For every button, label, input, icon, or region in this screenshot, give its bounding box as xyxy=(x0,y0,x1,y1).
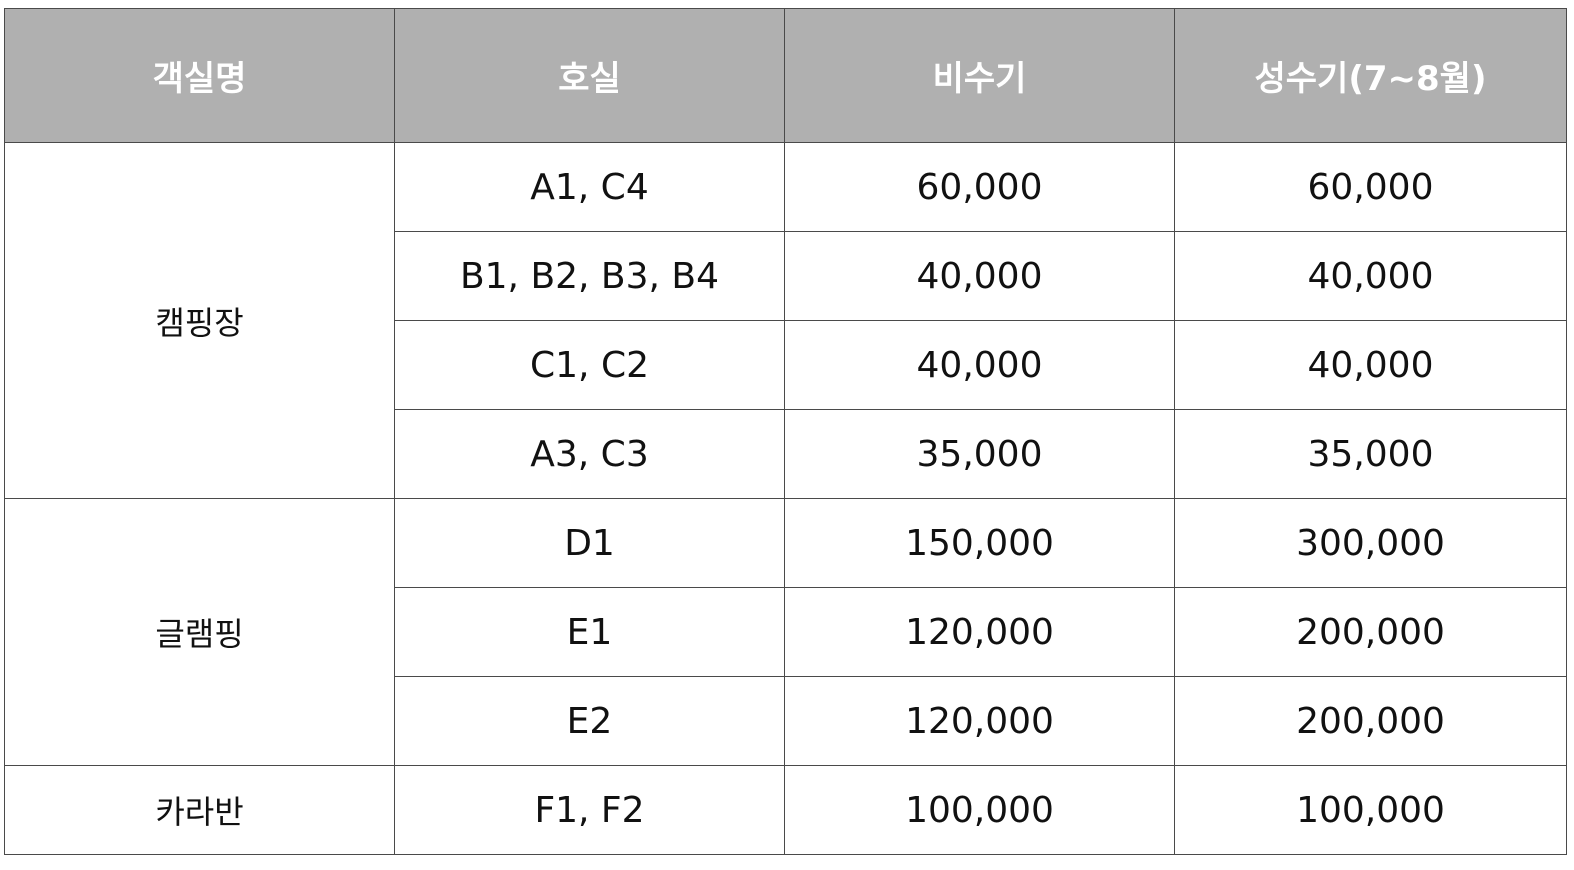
room-cell: C1, C2 xyxy=(394,320,785,410)
peak-season-price: 200,000 xyxy=(1174,587,1567,677)
off-season-price: 40,000 xyxy=(784,320,1175,410)
group-name-glamping: 글램핑 xyxy=(4,498,395,766)
header-room-number: 호실 xyxy=(394,8,785,143)
header-off-season: 비수기 xyxy=(784,8,1175,143)
table-row: 카라반 F1, F2 100,000 100,000 xyxy=(4,765,1567,855)
table-row: E1 120,000 200,000 xyxy=(5,587,1567,677)
table-body: 캠핑장 A1, C4 60,000 60,000 B1, B2, B3, B4 … xyxy=(4,142,1567,855)
table-row: E2 120,000 200,000 xyxy=(5,676,1567,766)
peak-season-price: 100,000 xyxy=(1174,765,1567,855)
table-row: 글램핑 D1 150,000 300,000 xyxy=(4,498,1567,766)
header-row: 객실명 호실 비수기 성수기(7~8월) xyxy=(4,8,1567,143)
room-cell: B1, B2, B3, B4 xyxy=(394,231,785,321)
off-season-price: 120,000 xyxy=(784,587,1175,677)
table-header: 객실명 호실 비수기 성수기(7~8월) xyxy=(4,8,1567,143)
off-season-price: 100,000 xyxy=(784,765,1175,855)
peak-season-price: 40,000 xyxy=(1174,320,1567,410)
peak-season-price: 60,000 xyxy=(1174,142,1567,232)
room-cell: A1, C4 xyxy=(394,142,785,232)
room-cell: F1, F2 xyxy=(394,765,785,855)
table-row: A3, C3 35,000 35,000 xyxy=(5,409,1567,499)
header-room-name: 객실명 xyxy=(4,8,395,143)
rate-table: 객실명 호실 비수기 성수기(7~8월) 캠핑장 A1, C4 60,000 6… xyxy=(4,8,1567,855)
header-peak-season: 성수기(7~8월) xyxy=(1174,8,1567,143)
off-season-price: 40,000 xyxy=(784,231,1175,321)
room-cell: D1 xyxy=(394,498,785,588)
group-name-camping: 캠핑장 xyxy=(4,142,395,499)
peak-season-price: 35,000 xyxy=(1174,409,1567,499)
room-cell: E1 xyxy=(394,587,785,677)
rate-table-container: 객실명 호실 비수기 성수기(7~8월) 캠핑장 A1, C4 60,000 6… xyxy=(4,8,1567,855)
table-row: B1, B2, B3, B4 40,000 40,000 xyxy=(5,231,1567,321)
room-cell: E2 xyxy=(394,676,785,766)
off-season-price: 60,000 xyxy=(784,142,1175,232)
off-season-price: 150,000 xyxy=(784,498,1175,588)
off-season-price: 120,000 xyxy=(784,676,1175,766)
peak-season-price: 200,000 xyxy=(1174,676,1567,766)
room-cell: A3, C3 xyxy=(394,409,785,499)
group-name-caravan: 카라반 xyxy=(4,765,395,855)
table-row: 캠핑장 A1, C4 60,000 60,000 xyxy=(4,142,1567,499)
peak-season-price: 40,000 xyxy=(1174,231,1567,321)
off-season-price: 35,000 xyxy=(784,409,1175,499)
peak-season-price: 300,000 xyxy=(1174,498,1567,588)
